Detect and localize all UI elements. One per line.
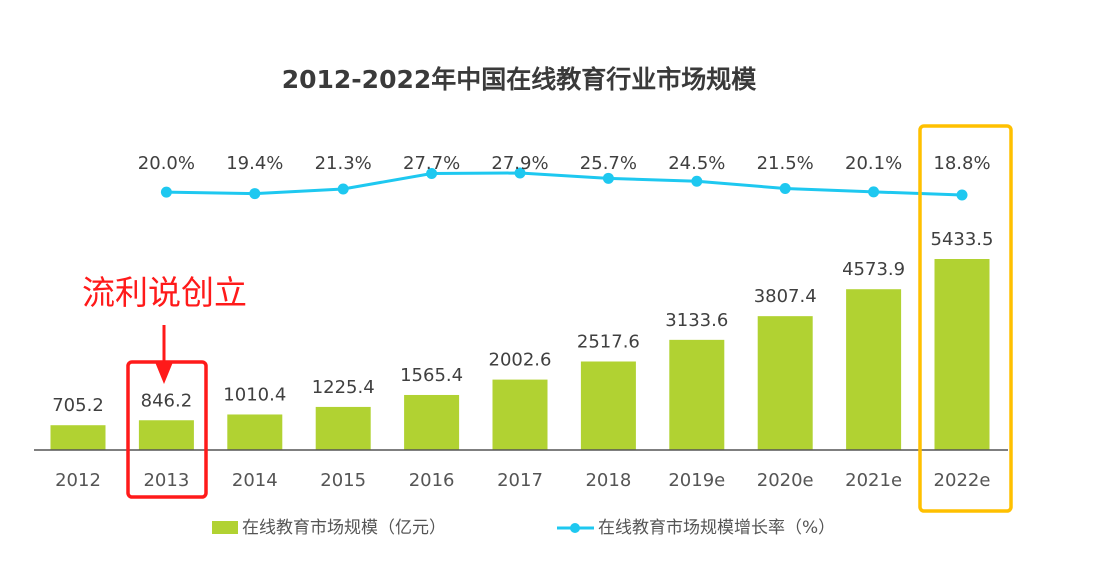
bar-2013 (138, 420, 194, 450)
growth-value-label: 25.7% (580, 153, 637, 174)
growth-point-2021e (868, 186, 880, 198)
growth-point-2017 (514, 167, 526, 179)
x-tick-label: 2015 (320, 470, 366, 491)
bar-value-label: 1565.4 (400, 365, 463, 386)
bar-2014 (227, 414, 283, 450)
x-tick-label: 2019e (668, 470, 725, 491)
x-tick-label: 2020e (757, 470, 814, 491)
x-tick-label: 2018 (585, 470, 631, 491)
legend-bar-swatch (212, 521, 238, 534)
legend: 在线教育市场规模（亿元） 在线教育市场规模增长率（%） (212, 518, 835, 538)
growth-value-label: 24.5% (668, 153, 725, 174)
growth-point-2019e (691, 175, 703, 187)
bar-value-label: 2517.6 (577, 332, 640, 353)
bar-value-label: 1010.4 (223, 384, 286, 405)
growth-value-label: 20.1% (845, 153, 902, 174)
bar-value-label: 2002.6 (489, 350, 552, 371)
bar-2022e (934, 259, 990, 450)
growth-point-2014 (249, 188, 261, 200)
chart-title: 2012-2022年中国在线教育行业市场规模 (282, 65, 758, 94)
bar-value-label: 5433.5 (931, 229, 994, 250)
bar-2020e (757, 316, 813, 450)
bar-value-label: 3807.4 (754, 286, 817, 307)
growth-value-label: 18.8% (933, 153, 990, 174)
growth-value-label: 27.7% (403, 153, 460, 174)
growth-point-2018 (602, 172, 614, 184)
x-tick-label: 2022e (934, 470, 991, 491)
bar-value-label: 4573.9 (842, 259, 905, 280)
growth-value-label: 20.0% (138, 153, 195, 174)
annotation-text: 流利说创立 (82, 273, 247, 312)
growth-value-label: 27.9% (491, 153, 548, 174)
growth-point-2016 (426, 167, 438, 179)
bar-value-label: 3133.6 (665, 310, 728, 331)
growth-value-label: 21.3% (315, 153, 372, 174)
growth-point-2015 (337, 183, 349, 195)
x-tick-label: 2013 (143, 470, 189, 491)
bar-value-label: 1225.4 (312, 377, 375, 398)
growth-point-2020e (779, 182, 791, 194)
x-tick-label: 2016 (409, 470, 455, 491)
growth-point-2013 (160, 186, 172, 198)
x-tick-label: 2017 (497, 470, 543, 491)
legend-line-label: 在线教育市场规模增长率（%） (598, 518, 835, 538)
growth-point-2022e (956, 189, 968, 201)
x-tick-label: 2021e (845, 470, 902, 491)
x-tick-label: 2014 (232, 470, 278, 491)
bar-2016 (404, 394, 460, 450)
bar-2021e (846, 289, 902, 450)
bar-2015 (315, 406, 371, 450)
annotation-arrow (155, 325, 173, 384)
legend-line-marker (570, 523, 580, 533)
bar-2018 (580, 361, 636, 450)
growth-value-label: 21.5% (757, 153, 814, 174)
bar-2012 (50, 425, 106, 450)
bar-value-label: 705.2 (52, 395, 104, 416)
bar-2019e (669, 339, 725, 450)
highlight-box-2022e (918, 124, 1013, 513)
growth-value-label: 19.4% (226, 153, 283, 174)
legend-bar-label: 在线教育市场规模（亿元） (242, 518, 446, 538)
growth-rate-line (166, 171, 963, 197)
x-tick-label: 2012 (55, 470, 101, 491)
bar-value-label: 846.2 (141, 390, 193, 411)
bar-2017 (492, 379, 548, 450)
